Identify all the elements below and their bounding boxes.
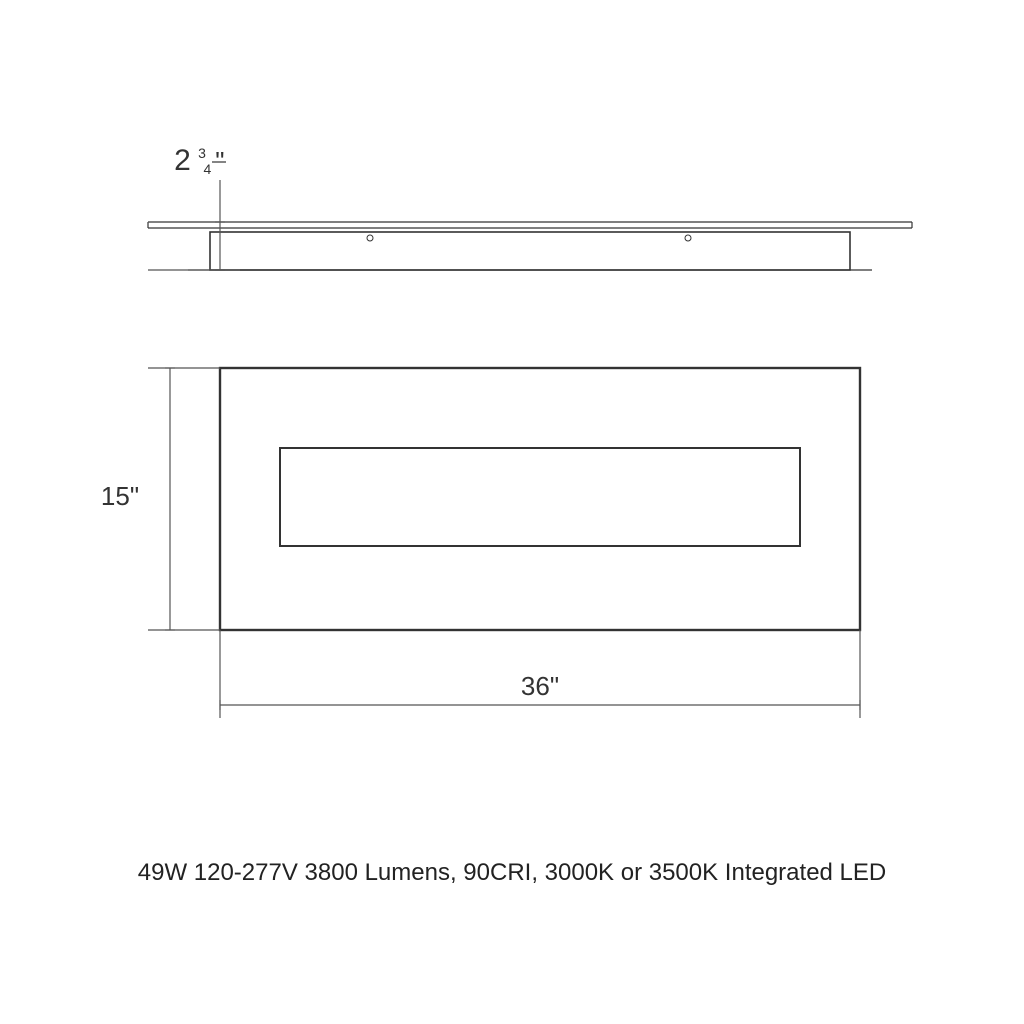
mount-hole-icon — [367, 235, 373, 241]
depth-dimension-label: 2 34" — [174, 144, 224, 177]
outer-frame — [220, 368, 860, 630]
width-dimension-label: 36" — [521, 671, 559, 701]
inner-frame — [280, 448, 800, 546]
height-dimension-label: 15" — [101, 481, 139, 511]
side-view: 2 34" — [148, 144, 912, 270]
front-view: 15" 36" — [101, 368, 860, 718]
mount-hole-icon — [685, 235, 691, 241]
spec-text: 49W 120-277V 3800 Lumens, 90CRI, 3000K o… — [138, 859, 887, 886]
